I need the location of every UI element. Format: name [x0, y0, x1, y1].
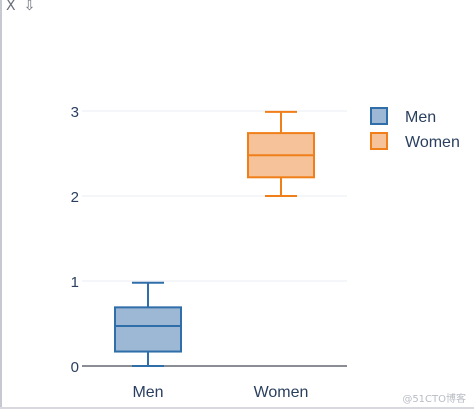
left-border: [0, 0, 2, 409]
y-tick-label-1: 1: [71, 274, 79, 291]
box-men: [114, 306, 182, 353]
y-tick-label-3: 3: [71, 104, 79, 121]
legend-swatch-women: [370, 132, 388, 150]
x-tick-label-women: Women: [254, 384, 309, 401]
x-tick-label-men: Men: [132, 384, 163, 401]
bottom-border: [0, 407, 474, 409]
download-icon[interactable]: ⇩: [23, 0, 36, 14]
watermark: @51CTO博客: [402, 394, 466, 405]
legend-swatch-men: [370, 107, 388, 125]
chart-toolbar: X ⇩: [6, 0, 35, 15]
close-icon[interactable]: X: [6, 0, 16, 14]
y-tick-label-2: 2: [71, 189, 79, 206]
legend-label-women: Women: [405, 134, 460, 151]
legend-label-men: Men: [405, 109, 436, 126]
y-tick-label-0: 0: [71, 359, 79, 376]
